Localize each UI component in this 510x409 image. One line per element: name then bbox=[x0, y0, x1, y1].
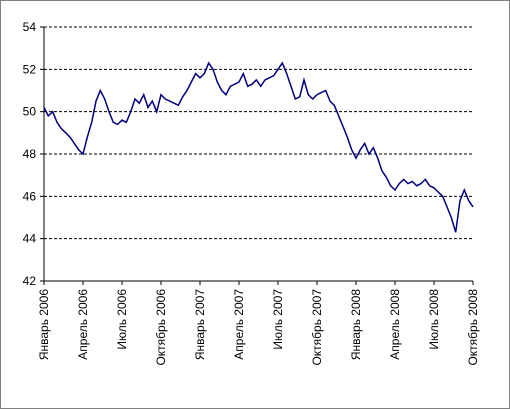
y-tick-label: 42 bbox=[23, 274, 37, 288]
x-tick-label: Октябрь 2008 bbox=[466, 289, 480, 366]
x-tick-label: Апрель 2007 bbox=[232, 289, 246, 360]
x-tick-label: Июль 2008 bbox=[427, 289, 441, 350]
x-tick-label: Октябрь 2006 bbox=[154, 289, 168, 366]
x-tick-label: Апрель 2008 bbox=[388, 289, 402, 360]
data-line bbox=[43, 61, 474, 233]
y-tick-label: 50 bbox=[23, 105, 37, 119]
y-tick-label: 52 bbox=[23, 62, 37, 76]
x-tick-label: Июль 2006 bbox=[115, 289, 129, 350]
x-tick-label: Январь 2006 bbox=[37, 289, 51, 360]
y-tick-label: 44 bbox=[23, 232, 37, 246]
y-tick-label: 54 bbox=[23, 20, 37, 34]
x-tick-label: Январь 2007 bbox=[193, 289, 207, 360]
x-tick-label: Январь 2008 bbox=[349, 289, 363, 360]
x-tick-label: Апрель 2006 bbox=[76, 289, 90, 360]
x-tick-label: Июль 2007 bbox=[271, 289, 285, 350]
x-tick-label: Октябрь 2007 bbox=[310, 289, 324, 366]
y-tick-label: 48 bbox=[23, 147, 37, 161]
y-tick-label: 46 bbox=[23, 189, 37, 203]
